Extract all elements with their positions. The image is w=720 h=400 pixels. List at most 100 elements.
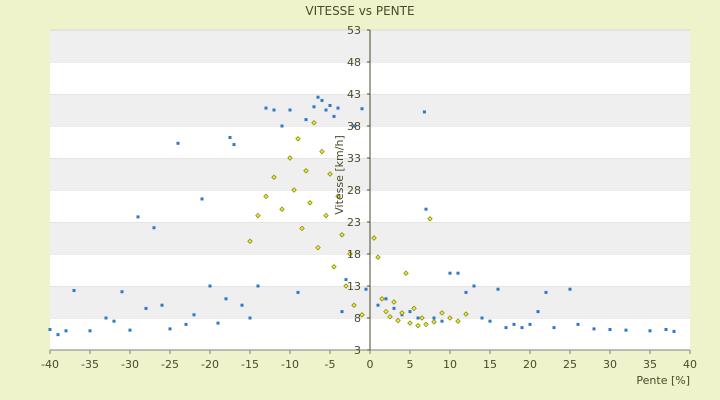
y-tick-label: 3 [354,344,361,357]
data-point [72,288,76,292]
data-point [323,212,329,219]
data-point [136,215,140,219]
data-point [432,316,436,320]
x-tick-label: -15 [241,358,259,371]
data-point [416,316,420,320]
data-point [504,326,508,330]
data-point [168,327,172,331]
x-tick-label: -5 [325,358,336,371]
x-tick-label: 35 [643,358,657,371]
y-axis-label: Vitesse [km/h] [333,135,346,215]
data-point [488,319,492,323]
data-point [351,302,357,308]
y-tick-label: 23 [347,216,361,229]
data-point [592,327,596,331]
data-point [272,108,276,112]
x-tick-label: -25 [161,358,179,371]
data-point [64,329,68,333]
data-point [279,206,285,212]
data-point [463,311,469,317]
data-point [192,313,196,317]
data-point [295,136,301,142]
x-tick-label: 25 [563,358,577,371]
data-point [327,171,333,177]
data-point [184,322,188,326]
data-point [455,318,461,324]
data-point [496,287,500,291]
data-point [424,207,428,211]
data-point [263,193,269,200]
data-point [395,317,401,324]
data-point [88,329,92,333]
data-point [104,316,108,320]
data-point [407,320,413,326]
data-point [296,290,300,294]
data-point [576,322,580,326]
data-point [328,104,332,108]
data-point [568,287,572,291]
data-point [344,278,348,282]
x-tick-label: -40 [41,358,59,371]
data-point [520,326,524,330]
y-tick-label: 38 [347,120,361,133]
x-tick-label: 15 [483,358,497,371]
data-point [440,319,444,323]
data-point [419,315,425,321]
x-tick-label: 10 [443,358,457,371]
y-tick-label: 33 [347,152,361,165]
x-tick-label: 0 [367,358,374,371]
data-point [288,108,292,112]
data-point [200,197,204,201]
data-point [271,174,277,180]
y-tick-label: 53 [347,24,361,37]
data-point [447,315,453,321]
x-tick-label: 30 [603,358,617,371]
data-point [411,305,417,312]
data-point [552,326,556,330]
data-point [360,107,364,111]
data-point [324,108,328,112]
data-point [280,124,284,128]
data-point [648,329,652,333]
data-point [228,136,232,140]
y-tick-label: 13 [347,280,361,293]
data-point [303,168,309,174]
data-point [319,148,325,155]
data-point [315,244,321,251]
data-point [347,251,353,257]
data-point [340,310,344,314]
data-point [112,319,116,323]
data-point [247,238,253,244]
data-point [464,290,468,294]
data-point [287,155,293,161]
data-point [480,316,484,320]
y-tick-label: 18 [347,248,361,261]
chart-title: VITESSE vs PENTE [305,4,414,18]
data-point [320,98,324,102]
data-point [536,310,540,314]
data-point [472,284,476,288]
data-point [332,114,336,118]
x-tick-label: -10 [281,358,299,371]
data-point [544,290,548,294]
data-point [415,322,421,329]
data-point [224,297,228,301]
data-point [528,322,532,326]
data-point [144,306,148,310]
data-point [216,321,220,325]
data-point [359,312,365,318]
x-tick-label: -30 [121,358,139,371]
data-point [291,187,297,193]
tick-labels: -40 -35 -30 -25 -20 -15 -10 -5 0 5 10 15 20 25 30 35 40 3… [41,24,697,371]
data-point [672,329,676,333]
y-tick-label: 43 [347,88,361,101]
data-point [352,124,356,128]
data-point [403,270,409,276]
data-point [408,310,412,314]
data-point [624,328,628,332]
x-tick-label: -35 [81,358,99,371]
data-point [431,319,437,325]
data-point [387,313,393,320]
data-point [456,271,460,275]
